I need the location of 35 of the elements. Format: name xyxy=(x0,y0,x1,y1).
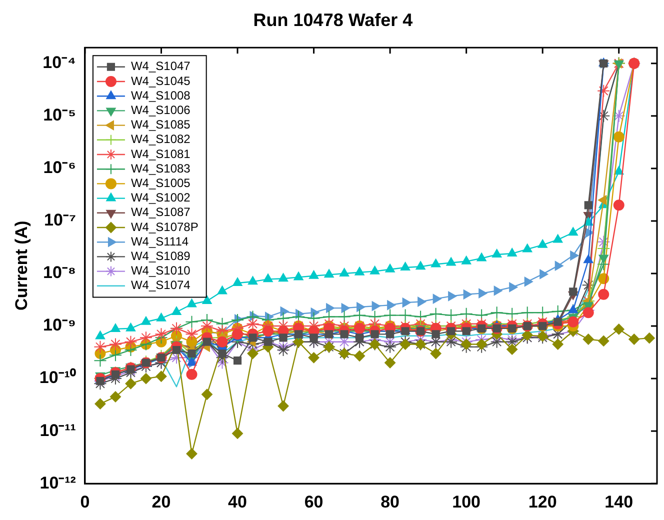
y-axis-title: Current (A) xyxy=(12,220,31,310)
y-tick-label: 10⁻¹¹ xyxy=(40,420,76,440)
y-tick-label: 10⁻⁴ xyxy=(42,53,76,72)
y-tick-label: 10⁻⁶ xyxy=(43,158,76,178)
legend-label: W4_S1081 xyxy=(130,146,191,161)
legend-label: W4_S1047 xyxy=(130,59,191,74)
x-tick-label: 80 xyxy=(380,492,400,512)
legend-label: W4_S1082 xyxy=(130,132,191,146)
x-tick-label: 0 xyxy=(80,492,90,512)
x-tick-label: 40 xyxy=(228,492,247,512)
x-tick-label: 140 xyxy=(604,492,634,512)
y-tick-label: 10⁻¹² xyxy=(40,473,76,492)
legend-label: W4_S1089 xyxy=(130,249,191,264)
x-tick-label: 20 xyxy=(152,492,171,512)
legend-label: W4_S1005 xyxy=(130,176,191,190)
legend-label: W4_S1006 xyxy=(130,103,191,118)
x-tick-label: 100 xyxy=(452,492,481,512)
x-tick-label: 120 xyxy=(528,492,557,512)
y-tick-label: 10⁻⁹ xyxy=(42,316,76,335)
legend-label: W4_S1083 xyxy=(130,161,191,176)
legend-label: W4_S1074 xyxy=(130,278,191,292)
legend-label: W4_S1085 xyxy=(130,118,191,132)
y-tick-label: 10⁻¹⁰ xyxy=(39,368,76,388)
y-tick-label: 10⁻⁷ xyxy=(44,210,76,230)
legend-label: W4_S1002 xyxy=(130,190,191,205)
legend-label: W4_S1078P xyxy=(130,220,198,234)
x-tick-label: 60 xyxy=(304,492,324,512)
y-tick-label: 10⁻⁵ xyxy=(43,106,76,125)
legend-label: W4_S1114 xyxy=(130,234,189,248)
y-tick-label: 10⁻⁸ xyxy=(43,263,76,282)
legend-label: W4_S1008 xyxy=(130,88,191,102)
legend-label: W4_S1010 xyxy=(130,264,191,278)
chart-title: Run 10478 Wafer 4 xyxy=(253,10,413,30)
legend-label: W4_S1087 xyxy=(130,205,191,220)
legend-label: W4_S1045 xyxy=(130,74,191,88)
